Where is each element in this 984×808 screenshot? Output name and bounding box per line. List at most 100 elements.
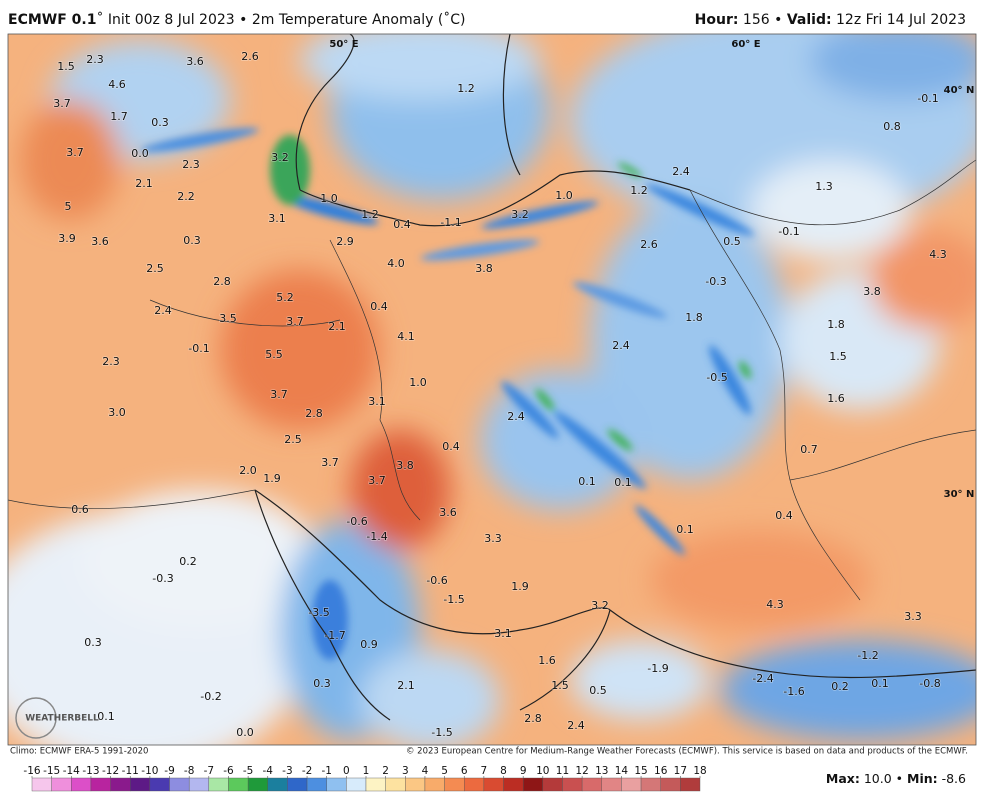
coordinate-label: 40° N [944, 85, 975, 96]
coordinate-label: 30° N [944, 489, 975, 500]
anomaly-label: -1.5 [443, 593, 464, 606]
colorbar-tick-label: -15 [43, 765, 60, 777]
colorbar-swatch [640, 777, 661, 792]
anomaly-label: 5.2 [276, 291, 294, 304]
colorbar-swatch [621, 777, 642, 792]
anomaly-label: 4.3 [929, 248, 947, 261]
coordinate-label: 50° E [329, 39, 358, 50]
colorbar-swatch [31, 777, 52, 792]
anomaly-label: 0.4 [442, 440, 460, 453]
anomaly-label: -0.3 [705, 275, 726, 288]
anomaly-label: 1.5 [551, 679, 569, 692]
anomaly-label: 1.2 [630, 184, 648, 197]
anomaly-label: 0.1 [871, 677, 889, 690]
anomaly-label: -1.6 [783, 685, 804, 698]
anomaly-label: 0.0 [236, 726, 254, 739]
anomaly-label: 0.1 [578, 475, 596, 488]
anomaly-label: 1.8 [685, 311, 703, 324]
anomaly-label: 3.8 [863, 285, 881, 298]
borders [8, 159, 976, 601]
anomaly-label: 1.6 [538, 654, 556, 667]
anomaly-label: 4.1 [397, 330, 415, 343]
anomaly-label: -1.7 [324, 629, 345, 642]
anomaly-label: 2.1 [135, 177, 153, 190]
anomaly-label: 3.8 [396, 459, 414, 472]
anomaly-label: 1.2 [457, 82, 475, 95]
anomaly-label: 0.2 [179, 555, 197, 568]
colorbar-swatch [680, 777, 701, 792]
anomaly-label: 5.5 [265, 348, 283, 361]
colorbar-swatch [483, 777, 504, 792]
anomaly-label: 1.8 [827, 318, 845, 331]
colorbar-swatch [601, 777, 622, 792]
colorbar-tick-label: 14 [615, 765, 629, 777]
anomaly-label: 4.3 [766, 598, 784, 611]
colorbar-tick-label: -13 [82, 765, 99, 777]
anomaly-label: 2.4 [672, 165, 690, 178]
min-label: Min: [907, 771, 938, 786]
caspian-west-coast [295, 34, 355, 191]
anomaly-label: 3.6 [439, 506, 457, 519]
anomaly-label: 1.9 [511, 580, 529, 593]
anomaly-label: -0.3 [152, 572, 173, 585]
colorbar-swatch [287, 777, 308, 792]
anomaly-label: 0.8 [883, 120, 901, 133]
caspian-east-coast [502, 34, 521, 176]
valid-time: Hour: 156 • Valid: 12z Fri 14 Jul 2023 [695, 12, 966, 28]
anomaly-label: 3.7 [368, 474, 386, 487]
colorbar-tick-label: -4 [263, 765, 274, 777]
colorbar-tick-label: 8 [500, 765, 507, 777]
anomaly-label: 2.2 [177, 190, 195, 203]
anomaly-label: -0.5 [706, 371, 727, 384]
colorbar-tick-label: -7 [204, 765, 214, 777]
colorbar-swatch [130, 777, 151, 792]
anomaly-label: 3.1 [268, 212, 286, 225]
colorbar-swatch [51, 777, 72, 792]
anomaly-label: 5 [65, 200, 72, 213]
colorbar-swatch [365, 777, 386, 792]
colorbar-tick-label: -14 [63, 765, 80, 777]
anomaly-label: 2.4 [567, 719, 585, 732]
anomaly-label: 3.2 [511, 208, 529, 221]
climo-note: Climo: ECMWF ERA-5 1991-2020 [10, 747, 148, 757]
anomaly-label: 3.2 [591, 599, 609, 612]
colorbar-tick-label: -5 [243, 765, 253, 777]
coordinate-label: 60° E [731, 39, 760, 50]
anomaly-label: 0.9 [360, 638, 378, 651]
anomaly-label: -1.5 [431, 726, 452, 739]
colorbar-swatch [110, 777, 131, 792]
anomaly-label: 2.8 [305, 407, 323, 420]
anomaly-label: 2.6 [640, 238, 658, 251]
gulf-north-coast [254, 489, 611, 711]
anomaly-label: 0.6 [71, 503, 89, 516]
copyright: © 2023 European Centre for Medium-Range … [406, 747, 968, 757]
logo: WEATHERBELL [15, 697, 99, 739]
colorbar-swatch [385, 777, 406, 792]
coastlines [254, 34, 976, 721]
anomaly-label: 0.3 [84, 636, 102, 649]
anomaly-label: 3.7 [270, 388, 288, 401]
anomaly-label: 2.1 [397, 679, 415, 692]
anomaly-label: 2.4 [612, 339, 630, 352]
colorbar-tick-label: 15 [634, 765, 647, 777]
colorbar-swatch [503, 777, 524, 792]
colorbar-tick-label: 18 [693, 765, 706, 777]
anomaly-label: 0.1 [97, 710, 115, 723]
valid-value: 12z Fri 14 Jul 2023 [832, 12, 966, 28]
colorbar-tick-label: 17 [674, 765, 687, 777]
colorbar: -16 -15 -14 -13 -12 -11 -10 -9 -8 -7 -6 -5 -4 -3 -2 -1 0… [23, 765, 707, 792]
anomaly-label: 2.3 [182, 158, 200, 171]
anomaly-label: 0.1 [614, 476, 632, 489]
anomaly-label: 0.5 [589, 684, 607, 697]
anomaly-label: 0.3 [313, 677, 331, 690]
caspian-south-coast [299, 170, 691, 227]
anomaly-label: 4.0 [387, 257, 405, 270]
anomaly-label: 3.7 [53, 97, 71, 110]
anomaly-label: -1.2 [857, 649, 878, 662]
hour-label: Hour: [695, 12, 739, 28]
colorbar-tick-label: 0 [343, 765, 350, 777]
anomaly-label: 0.4 [393, 218, 411, 231]
colorbar-swatch [267, 777, 288, 792]
anomaly-label: 1.0 [409, 376, 427, 389]
